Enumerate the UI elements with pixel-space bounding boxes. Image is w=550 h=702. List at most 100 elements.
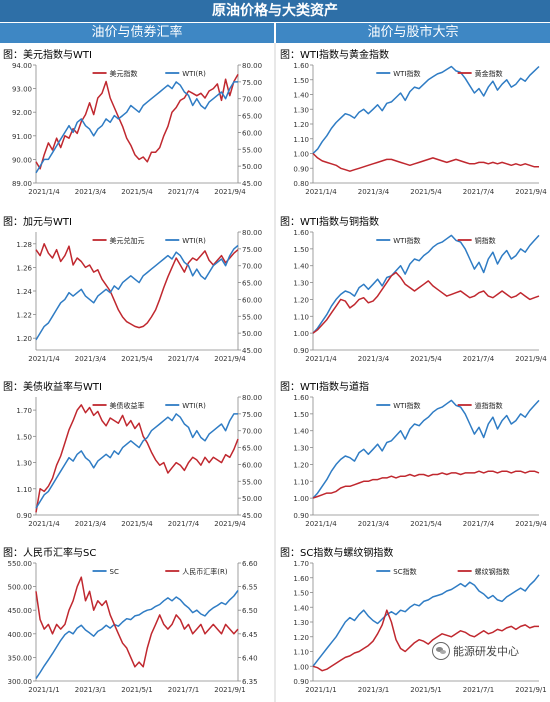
series-line (35, 243, 239, 329)
y-tick-label: 93.00 (12, 86, 32, 94)
legend-label: WTI(R) (182, 237, 206, 245)
y-tick-label: 350.00 (8, 654, 33, 662)
series-line (35, 74, 239, 170)
y-tick-label: 400.00 (8, 631, 33, 639)
panel-title: 图：人民币汇率与SC (3, 548, 97, 559)
legend-label: WTI指数 (393, 401, 420, 410)
x-tick-label: 2021/5/4 (410, 188, 442, 196)
y-tick-label: 1.60 (293, 394, 309, 402)
y-tick-label-right: 60.00 (242, 461, 262, 469)
y-tick-label: 1.00 (293, 151, 309, 159)
y-tick-label-right: 45.00 (242, 512, 262, 520)
x-tick-label: 2021/5/4 (121, 188, 153, 196)
chart-panel-usd-index-wti: 图：美元指数与WTI 89.00 90.00 91.00 92.00 93.00 94.0… (0, 45, 272, 201)
x-tick-label: 2021/7/4 (463, 355, 495, 363)
y-tick-label: 91.00 (12, 133, 32, 141)
y-tick-label-right: 50.00 (242, 163, 262, 171)
y-tick-label-right: 75.00 (242, 246, 262, 254)
column-divider (274, 43, 276, 702)
legend-label: 螺纹钢指数 (475, 567, 510, 576)
x-tick-label: 2021/1/4 (305, 520, 337, 528)
y-tick-label-right: 55.00 (242, 478, 262, 486)
y-tick-label: 1.60 (293, 62, 309, 70)
series-line (35, 589, 239, 680)
y-tick-label: 1.00 (293, 495, 309, 503)
panel-title: 图：WTI指数与道指 (280, 382, 369, 393)
y-tick-label: 0.90 (293, 512, 309, 520)
y-tick-label-right: 50.00 (242, 330, 262, 338)
y-tick-label-right: 55.00 (242, 313, 262, 321)
series-line (35, 244, 239, 341)
y-tick-label: 1.40 (293, 428, 309, 436)
x-tick-label: 2021/9/4 (214, 355, 246, 363)
y-tick-label: 1.10 (293, 478, 309, 486)
y-tick-label: 1.70 (293, 560, 309, 568)
y-tick-label-right: 6.55 (242, 584, 258, 592)
y-tick-label-right: 75.00 (242, 79, 262, 87)
chart-svg: 89.00 90.00 91.00 92.00 93.00 94.00 45.00 50.00… (12, 62, 262, 196)
chart-panel-ust-yield-wti: 图：美债收益率与WTI 0.90 1.10 1.30 1.50 1.70 45.00 50.… (0, 377, 272, 533)
series-line (35, 404, 239, 513)
y-tick-label: 0.90 (293, 165, 309, 173)
legend-label: SC指数 (393, 567, 416, 576)
y-tick-label: 300.00 (8, 678, 33, 686)
y-tick-label: 1.30 (293, 106, 309, 114)
legend-label: WTI(R) (182, 70, 206, 78)
chart-svg: 0.80 0.90 1.00 1.10 1.20 1.30 1.40 1.50 1.60 2021… (293, 62, 547, 196)
x-tick-label: 2021/7/1 (463, 686, 494, 694)
y-tick-label: 1.50 (293, 590, 309, 598)
x-tick-label: 2021/3/4 (358, 520, 390, 528)
series-line (312, 152, 539, 172)
y-tick-label-right: 70.00 (242, 263, 262, 271)
y-tick-label: 89.00 (12, 180, 32, 188)
y-tick-label-right: 65.00 (242, 113, 262, 121)
y-tick-label: 1.20 (293, 121, 309, 129)
y-tick-label: 550.00 (8, 560, 33, 568)
y-tick-label-right: 50.00 (242, 495, 262, 503)
y-tick-label: 1.00 (293, 663, 309, 671)
x-tick-label: 2021/9/1 (214, 686, 245, 694)
x-tick-label: 2021/3/4 (358, 355, 390, 363)
y-tick-label: 1.30 (293, 445, 309, 453)
y-tick-label-right: 45.00 (242, 347, 262, 355)
y-tick-label-right: 55.00 (242, 146, 262, 154)
y-tick-label: 1.30 (16, 460, 32, 468)
y-tick-label: 1.10 (293, 136, 309, 144)
y-tick-label: 90.00 (12, 156, 32, 164)
watermark: 能源研发中心 (432, 642, 519, 660)
y-tick-label-right: 6.35 (242, 678, 258, 686)
series-line (35, 576, 239, 668)
y-tick-label-right: 70.00 (242, 96, 262, 104)
panel-title: 图：加元与WTI (3, 217, 72, 228)
x-tick-label: 2021/3/4 (75, 520, 107, 528)
x-tick-label: 2021/9/4 (515, 355, 547, 363)
x-tick-label: 2021/7/1 (168, 686, 199, 694)
series-line (312, 609, 539, 672)
section-header-left: 油价与债券汇率 (0, 23, 274, 43)
x-tick-label: 2021/1/4 (305, 188, 337, 196)
panel-title: 图：美元指数与WTI (3, 50, 92, 61)
y-tick-label: 1.20 (293, 634, 309, 642)
y-tick-label: 1.50 (16, 433, 32, 441)
x-tick-label: 2021/3/4 (75, 188, 107, 196)
chart-panel-cad-wti: 图：加元与WTI 1.20 1.22 1.24 1.26 1.28 45.00 50.00 5… (0, 212, 272, 368)
y-tick-label: 1.00 (293, 330, 309, 338)
x-tick-label: 2021/9/4 (515, 520, 547, 528)
y-tick-label-right: 75.00 (242, 411, 262, 419)
x-tick-label: 2021/5/4 (410, 520, 442, 528)
series-line (312, 574, 540, 667)
chart-svg: 1.20 1.22 1.24 1.26 1.28 45.00 50.00 55.00 60.00… (16, 229, 262, 363)
chart-svg: 0.90 1.00 1.10 1.20 1.30 1.40 1.50 1.60 2021/1/4… (293, 394, 547, 528)
x-tick-label: 2021/7/4 (168, 520, 200, 528)
chart-svg: 0.90 1.00 1.10 1.20 1.30 1.40 1.50 1.60 1.70 2021… (293, 560, 546, 694)
y-tick-label-right: 70.00 (242, 428, 262, 436)
y-tick-label: 1.50 (293, 77, 309, 85)
y-tick-label: 94.00 (12, 62, 32, 70)
y-tick-label: 1.20 (293, 296, 309, 304)
panel-title: 图：SC指数与螺纹钢指数 (280, 548, 394, 559)
y-tick-label: 1.40 (293, 92, 309, 100)
panel-title: 图：WTI指数与黄金指数 (280, 50, 389, 61)
legend-label: 美债收益率 (110, 401, 145, 410)
y-tick-label: 1.50 (293, 411, 309, 419)
x-tick-label: 2021/5/1 (121, 686, 152, 694)
